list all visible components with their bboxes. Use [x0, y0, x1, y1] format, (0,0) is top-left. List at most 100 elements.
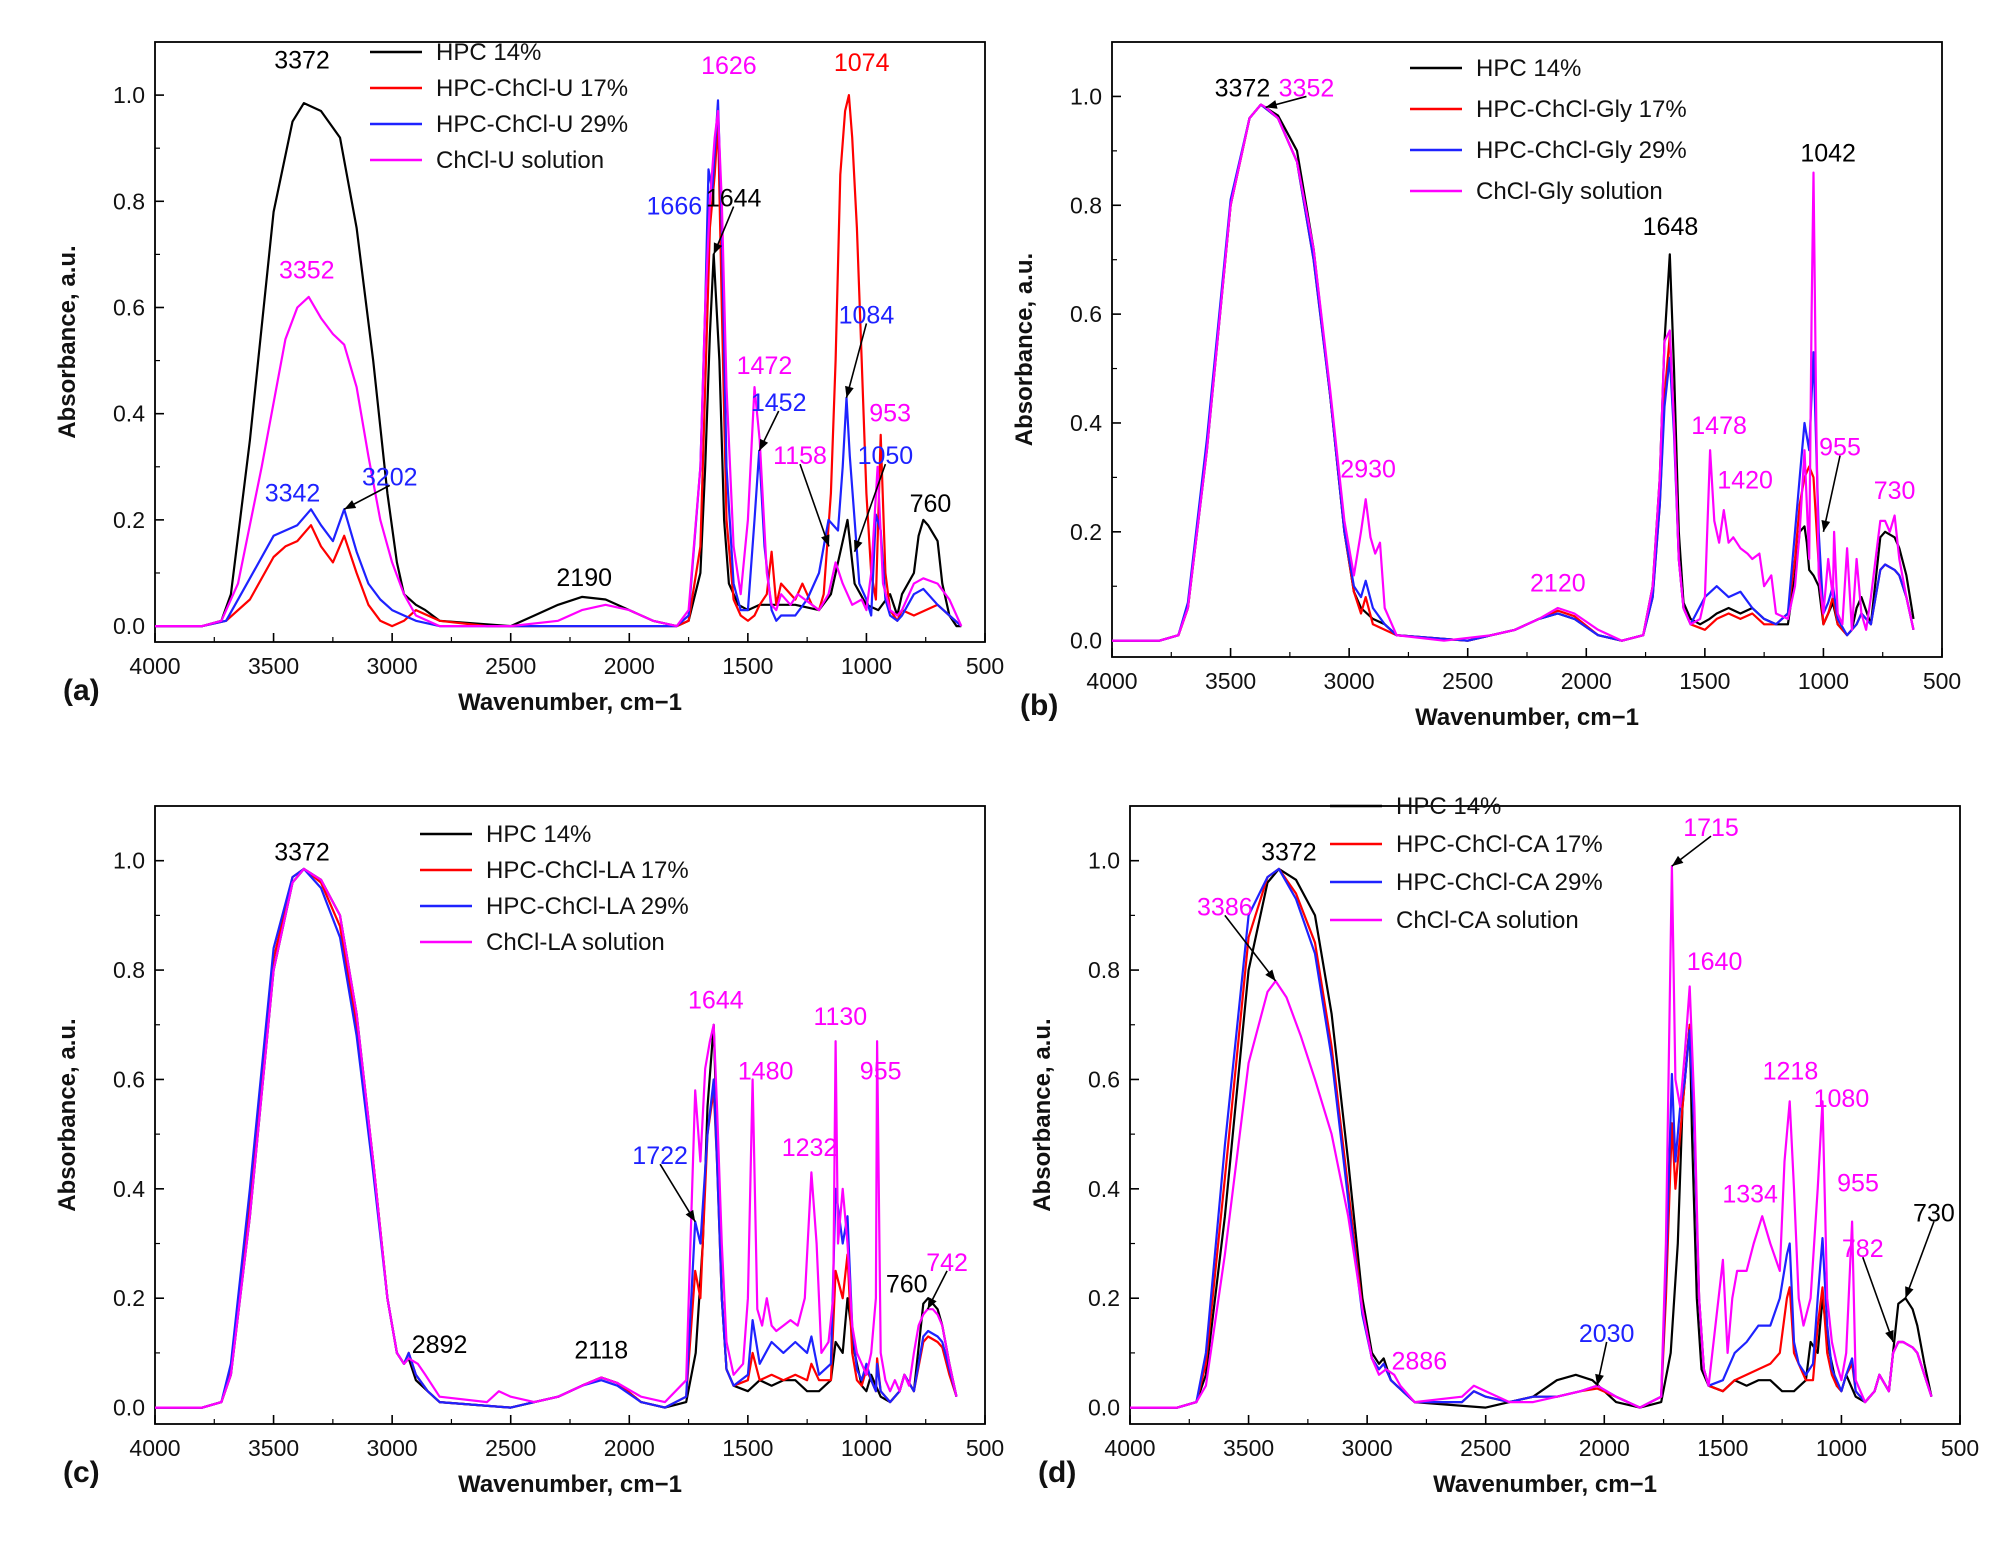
panel-letter: (a) — [63, 674, 100, 707]
series-line-3 — [155, 867, 958, 1409]
x-tick-label: 500 — [966, 653, 1004, 679]
legend-label: HPC-ChCl-U 29% — [436, 111, 628, 138]
x-tick-label: 3000 — [367, 653, 418, 679]
x-tick-label: 2000 — [1579, 1435, 1630, 1461]
legend-label: ChCl-CA solution — [1396, 907, 1579, 934]
x-tick-label: 3500 — [1223, 1435, 1274, 1461]
x-tick-label: 2000 — [604, 1435, 655, 1461]
annotation-arrowhead — [759, 438, 769, 451]
peak-label-2030: 2030 — [1579, 1320, 1635, 1348]
annotation-arrow — [1904, 1221, 1935, 1299]
peak-label-1158: 1158 — [773, 442, 827, 470]
y-tick-label: 0.2 — [1088, 1285, 1120, 1311]
y-tick-label: 1.0 — [1088, 848, 1120, 874]
annotation-arrowhead — [1821, 519, 1831, 532]
annotations: 3372 3352 1042 1648 2930 1478 1420 955 730 2120 — [1215, 74, 1916, 597]
y-tick-label: 0.0 — [1070, 628, 1102, 654]
panel-letter: (d) — [1038, 1456, 1076, 1489]
x-axis-title: Wavenumber, cm−1 — [1433, 1471, 1657, 1498]
peak-label-3342: 3342 — [265, 479, 321, 507]
peak-label-760: 760 — [886, 1271, 928, 1299]
peak-label-760: 760 — [910, 490, 952, 518]
series-line-2 — [155, 94, 963, 628]
annotation-arrowhead — [1595, 1373, 1604, 1386]
peak-label-1644: 1644 — [688, 986, 744, 1014]
peak-label-2892: 2892 — [412, 1331, 468, 1359]
annotation-arrow — [853, 463, 887, 553]
legend: HPC 14% HPC-ChCl-Gly 17% HPC-ChCl-Gly 29% C… — [1410, 55, 1687, 205]
series-group — [1130, 865, 1933, 1409]
y-tick-label: 0.2 — [1070, 519, 1102, 545]
annotation-arrow — [659, 1163, 696, 1223]
plot-frame — [1129, 805, 1961, 1425]
series-line-1 — [1130, 867, 1933, 1409]
legend-label: ChCl-LA solution — [486, 929, 665, 956]
peak-label-2120: 2120 — [1530, 570, 1586, 598]
annotation-arrowhead — [845, 385, 854, 398]
annotation-arrowhead — [1265, 100, 1278, 109]
peak-label-1232: 1232 — [782, 1134, 838, 1162]
peak-label-1218: 1218 — [1763, 1057, 1819, 1085]
y-axis-title: Absorbance, a.u. — [54, 245, 81, 438]
x-tick-label: 2500 — [485, 1435, 536, 1461]
peak-label-742: 742 — [926, 1249, 968, 1277]
x-tick-label: 3000 — [367, 1435, 418, 1461]
panel-d: 4000 3500 3000 2500 2000 1500 1000 500 0.0 0.2 0.4… — [1029, 793, 1979, 1498]
annotation-arrowhead — [344, 500, 357, 510]
peak-label-955: 955 — [1837, 1170, 1879, 1198]
x-tick-label: 3000 — [1342, 1435, 1393, 1461]
y-tick-label: 1.0 — [113, 82, 145, 108]
x-tick-label: 1500 — [1697, 1435, 1748, 1461]
x-tick-label: 2000 — [1561, 668, 1612, 694]
peak-label-2190: 2190 — [556, 564, 612, 592]
panel-b: 4000 3500 3000 2500 2000 1500 1000 500 0.0 0.2 0.4… — [1011, 41, 1961, 731]
x-tick-label: 3500 — [248, 1435, 299, 1461]
legend-label: HPC 14% — [486, 821, 591, 848]
legend-label: HPC 14% — [1396, 793, 1501, 820]
x-tick-label: 500 — [966, 1435, 1004, 1461]
y-tick-label: 0.0 — [113, 1395, 145, 1421]
x-tick-label: 1000 — [1798, 668, 1849, 694]
peak-label-730: 730 — [1913, 1200, 1955, 1228]
x-tick-label: 1000 — [1816, 1435, 1867, 1461]
x-tick-label: 4000 — [129, 1435, 180, 1461]
peak-label-1042: 1042 — [1800, 140, 1856, 168]
legend-label: HPC-ChCl-Gly 29% — [1476, 137, 1687, 164]
annotation-arrow — [1862, 1256, 1894, 1343]
y-tick-label: 0.6 — [113, 1066, 145, 1092]
x-tick-label: 1000 — [841, 653, 892, 679]
annotation-arrowhead — [1671, 855, 1684, 867]
x-tick-label: 2000 — [604, 653, 655, 679]
peak-label-3352: 3352 — [1279, 74, 1335, 102]
y-tick-label: 1.0 — [113, 848, 145, 874]
peak-label-3372: 3372 — [274, 839, 330, 867]
peak-label-1644: 1644 — [706, 185, 762, 213]
x-tick-label: 4000 — [1104, 1435, 1155, 1461]
series-group — [155, 867, 958, 1409]
series-line-1 — [155, 102, 962, 628]
series-line-4 — [1130, 865, 1933, 1409]
peak-label-3372: 3372 — [1215, 74, 1271, 102]
x-tick-label: 1500 — [1679, 668, 1730, 694]
annotation-arrowhead — [1265, 969, 1276, 982]
x-tick-label: 4000 — [1086, 668, 1137, 694]
peak-label-1722: 1722 — [632, 1142, 688, 1170]
series-line-3 — [1130, 867, 1933, 1409]
legend-label: ChCl-Gly solution — [1476, 178, 1663, 205]
annotation-arrow — [1822, 455, 1841, 532]
peak-label-3386: 3386 — [1197, 893, 1253, 921]
y-tick-label: 0.0 — [1088, 1395, 1120, 1421]
y-tick-label: 0.6 — [1088, 1066, 1120, 1092]
legend-label: HPC-ChCl-CA 29% — [1396, 869, 1603, 896]
y-tick-label: 0.4 — [113, 401, 145, 427]
annotation-arrowhead — [713, 242, 723, 255]
peak-label-2886: 2886 — [1392, 1347, 1448, 1375]
peak-label-1626: 1626 — [701, 52, 757, 80]
annotation-arrowhead — [1905, 1286, 1914, 1299]
annotation-arrow — [799, 463, 830, 547]
peak-label-730: 730 — [1874, 477, 1916, 505]
peak-label-3372: 3372 — [274, 47, 330, 75]
